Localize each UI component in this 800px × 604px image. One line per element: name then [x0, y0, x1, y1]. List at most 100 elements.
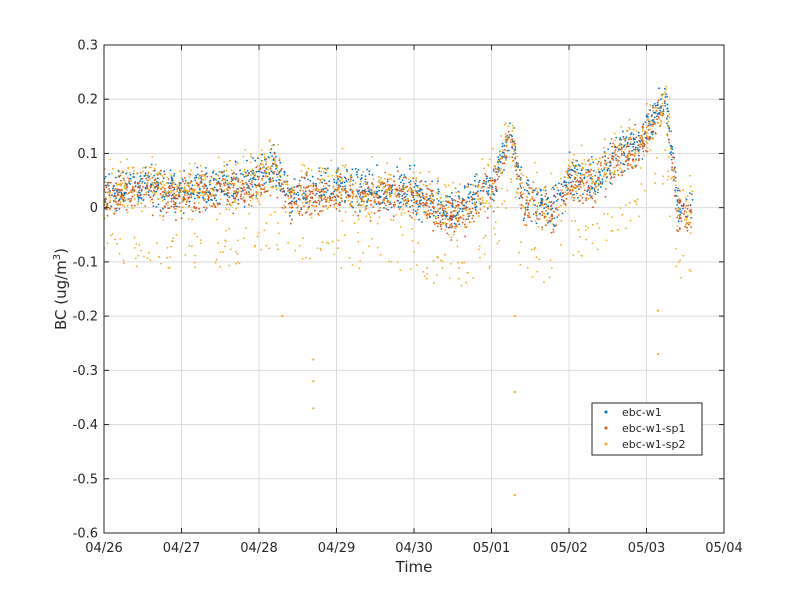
data-point-ebc-w1-sp1 — [333, 195, 336, 198]
data-point-ebc-w1-sp2 — [583, 173, 585, 176]
data-point-ebc-w1-sp1 — [447, 218, 449, 221]
data-point-ebc-w1-sp2 — [573, 165, 576, 167]
data-point-ebc-w1-sp1 — [151, 176, 154, 179]
data-point-ebc-w1-sp2 — [343, 166, 346, 169]
data-point-ebc-w1-sp1 — [646, 150, 649, 153]
data-point-ebc-w1 — [496, 190, 498, 193]
data-point-ebc-w1-sp1 — [495, 185, 497, 188]
data-point-ebc-w1-sp2 — [441, 260, 444, 263]
data-point-ebc-w1-sp2 — [581, 162, 584, 165]
data-point-ebc-w1-sp2 — [675, 247, 677, 250]
data-point-ebc-w1-sp2 — [450, 236, 453, 239]
data-point-ebc-w1-sp2 — [286, 183, 289, 186]
data-point-ebc-w1 — [638, 154, 640, 157]
data-point-ebc-w1-sp2 — [121, 182, 124, 185]
data-point-ebc-w1-sp2 — [566, 171, 569, 174]
data-point-ebc-w1-sp2 — [275, 188, 278, 191]
data-point-ebc-w1-sp1 — [440, 214, 443, 217]
data-point-ebc-w1-sp2 — [233, 182, 236, 185]
data-point-ebc-w1-sp1 — [371, 182, 374, 185]
data-point-ebc-w1-sp2 — [634, 154, 636, 157]
data-point-ebc-w1-sp2 — [210, 194, 212, 197]
data-point-ebc-w1-sp1 — [170, 200, 173, 203]
data-point-ebc-w1-sp1 — [226, 198, 229, 201]
data-point-ebc-w1-sp1 — [403, 196, 406, 199]
data-point-ebc-w1-sp2 — [160, 262, 163, 265]
data-point-ebc-w1-sp2 — [407, 197, 409, 200]
data-point-ebc-w1-sp2 — [263, 229, 266, 232]
data-point-ebc-w1-sp2 — [197, 201, 200, 204]
data-point-ebc-w1-sp2 — [389, 187, 391, 189]
data-point-ebc-w1-sp1 — [637, 144, 640, 147]
data-point-ebc-w1 — [654, 111, 657, 114]
data-point-ebc-w1 — [344, 176, 346, 179]
data-point-ebc-w1-sp2 — [344, 211, 347, 213]
data-point-ebc-w1-sp2 — [649, 149, 652, 151]
data-point-ebc-w1-sp1 — [683, 210, 686, 213]
data-point-ebc-w1-sp2 — [603, 167, 606, 169]
data-point-ebc-w1-sp2 — [171, 181, 174, 184]
data-point-ebc-w1-sp1 — [247, 172, 250, 175]
data-point-ebc-w1 — [576, 192, 578, 195]
data-point-ebc-w1 — [157, 183, 160, 186]
data-point-ebc-w1-sp2 — [520, 172, 523, 175]
data-point-ebc-w1-sp2 — [152, 184, 155, 186]
data-point-ebc-w1-sp2 — [126, 193, 129, 195]
data-point-ebc-w1-sp2 — [140, 202, 143, 205]
data-point-ebc-w1-sp2 — [467, 212, 469, 215]
data-point-ebc-w1-sp1 — [167, 178, 170, 180]
data-point-ebc-w1-sp2 — [257, 232, 260, 235]
data-point-ebc-w1-sp2 — [337, 168, 340, 171]
data-point-ebc-w1-sp1 — [219, 183, 222, 185]
data-point-ebc-w1-sp2 — [560, 219, 563, 222]
data-point-ebc-w1-sp1 — [639, 146, 641, 148]
data-point-ebc-w1-sp1 — [426, 204, 428, 207]
data-point-ebc-w1-sp1 — [416, 200, 418, 203]
data-point-ebc-w1-sp2 — [111, 172, 113, 175]
data-point-ebc-w1-sp2 — [369, 216, 372, 219]
data-point-ebc-w1-sp2 — [267, 166, 270, 168]
data-point-ebc-w1 — [577, 172, 580, 175]
data-point-ebc-w1 — [346, 168, 348, 171]
data-point-ebc-w1-sp1 — [411, 216, 413, 219]
data-point-ebc-w1-sp2 — [436, 274, 438, 276]
data-point-ebc-w1-sp2 — [559, 177, 562, 180]
data-point-ebc-w1 — [252, 157, 254, 159]
data-point-ebc-w1-sp2 — [567, 176, 570, 179]
data-point-ebc-w1-sp2 — [401, 234, 404, 236]
data-point-ebc-w1-sp1 — [315, 185, 318, 188]
data-point-ebc-w1-sp2 — [662, 104, 664, 107]
data-point-ebc-w1-sp2 — [111, 167, 114, 170]
data-point-ebc-w1 — [275, 173, 278, 176]
data-point-ebc-w1-sp2 — [475, 198, 477, 200]
data-point-ebc-w1-sp1 — [685, 204, 688, 207]
data-point-ebc-w1-sp2 — [477, 198, 479, 201]
data-point-ebc-w1-sp2 — [685, 200, 687, 202]
data-point-ebc-w1 — [556, 192, 559, 195]
data-point-ebc-w1-sp2 — [467, 272, 469, 274]
data-point-ebc-w1 — [662, 110, 665, 112]
data-point-ebc-w1 — [247, 174, 249, 177]
data-point-ebc-w1-sp2 — [277, 144, 280, 146]
data-point-ebc-w1 — [641, 158, 644, 160]
data-point-ebc-w1-sp2 — [306, 200, 308, 203]
data-point-ebc-w1-sp2 — [532, 203, 535, 206]
data-point-ebc-w1-sp2 — [667, 175, 670, 178]
data-point-ebc-w1-sp2 — [234, 262, 237, 265]
data-point-ebc-w1 — [242, 189, 244, 192]
data-point-ebc-w1 — [679, 213, 682, 216]
data-point-ebc-w1-sp2 — [357, 231, 359, 234]
data-point-ebc-w1-sp1 — [656, 118, 658, 121]
data-point-ebc-w1-sp1 — [395, 188, 398, 191]
data-point-ebc-w1-sp2 — [146, 182, 149, 185]
data-point-ebc-w1-sp1 — [610, 183, 613, 185]
data-point-ebc-w1 — [577, 163, 580, 166]
data-point-ebc-w1-sp2 — [531, 196, 533, 198]
data-point-ebc-w1-sp1 — [545, 192, 548, 195]
data-point-ebc-w1-sp1 — [287, 203, 290, 205]
data-point-ebc-w1-sp1 — [679, 201, 682, 204]
data-point-ebc-w1-sp1 — [281, 206, 284, 209]
data-point-ebc-w1-sp2 — [603, 174, 606, 177]
data-point-ebc-w1-sp2 — [620, 126, 623, 128]
data-point-ebc-w1-sp2 — [233, 175, 235, 178]
